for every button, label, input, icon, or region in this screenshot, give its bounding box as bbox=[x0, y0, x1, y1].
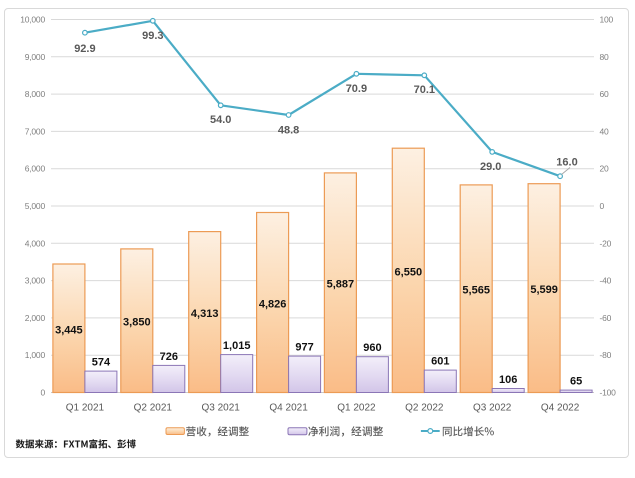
svg-text:70.1: 70.1 bbox=[414, 84, 435, 96]
svg-text:20: 20 bbox=[600, 164, 610, 174]
svg-text:4,313: 4,313 bbox=[191, 308, 219, 320]
svg-text:29.0: 29.0 bbox=[480, 161, 501, 173]
svg-text:Q4 2022: Q4 2022 bbox=[541, 403, 580, 414]
svg-text:5,599: 5,599 bbox=[530, 284, 558, 296]
svg-text:Q2 2022: Q2 2022 bbox=[405, 403, 444, 414]
svg-text:65: 65 bbox=[570, 376, 582, 388]
svg-text:8,000: 8,000 bbox=[25, 89, 46, 99]
svg-text:Q2 2021: Q2 2021 bbox=[134, 403, 173, 414]
svg-text:0: 0 bbox=[600, 201, 605, 211]
svg-text:-40: -40 bbox=[600, 276, 612, 286]
svg-text:7,000: 7,000 bbox=[25, 126, 46, 136]
svg-text:9,000: 9,000 bbox=[25, 52, 46, 62]
svg-text:40: 40 bbox=[600, 126, 610, 136]
svg-text:Q1 2022: Q1 2022 bbox=[337, 403, 376, 414]
svg-text:6,000: 6,000 bbox=[25, 164, 46, 174]
svg-text:10,000: 10,000 bbox=[20, 15, 45, 25]
svg-text:-20: -20 bbox=[600, 238, 612, 248]
svg-text:5,887: 5,887 bbox=[327, 279, 355, 291]
svg-text:54.0: 54.0 bbox=[210, 114, 231, 126]
svg-text:99.3: 99.3 bbox=[142, 30, 163, 42]
svg-text:106: 106 bbox=[499, 374, 517, 386]
svg-text:-60: -60 bbox=[600, 313, 612, 323]
svg-text:1,000: 1,000 bbox=[25, 350, 46, 360]
svg-text:80: 80 bbox=[600, 52, 610, 62]
svg-text:726: 726 bbox=[160, 351, 178, 363]
svg-text:92.9: 92.9 bbox=[74, 43, 95, 55]
svg-text:60: 60 bbox=[600, 89, 610, 99]
svg-text:Q3 2022: Q3 2022 bbox=[473, 403, 512, 414]
svg-text:48.8: 48.8 bbox=[278, 125, 299, 137]
svg-text:1,015: 1,015 bbox=[223, 340, 251, 352]
svg-text:16.0: 16.0 bbox=[556, 157, 577, 169]
svg-text:3,000: 3,000 bbox=[25, 276, 46, 286]
svg-text:601: 601 bbox=[431, 356, 449, 368]
svg-text:5,000: 5,000 bbox=[25, 201, 46, 211]
svg-text:3,850: 3,850 bbox=[123, 317, 151, 329]
svg-text:960: 960 bbox=[363, 342, 381, 354]
svg-text:-80: -80 bbox=[600, 350, 612, 360]
svg-text:Q4 2021: Q4 2021 bbox=[269, 403, 308, 414]
svg-text:0: 0 bbox=[40, 388, 45, 398]
svg-text:Q1 2021: Q1 2021 bbox=[66, 403, 105, 414]
svg-text:2,000: 2,000 bbox=[25, 313, 46, 323]
svg-text:574: 574 bbox=[92, 357, 111, 369]
svg-text:4,000: 4,000 bbox=[25, 238, 46, 248]
svg-text:-100: -100 bbox=[600, 388, 617, 398]
svg-text:3,445: 3,445 bbox=[55, 324, 83, 336]
svg-text:70.9: 70.9 bbox=[346, 83, 367, 95]
svg-text:977: 977 bbox=[295, 342, 313, 354]
svg-text:5,565: 5,565 bbox=[462, 285, 490, 297]
svg-text:100: 100 bbox=[600, 15, 614, 25]
svg-text:4,826: 4,826 bbox=[259, 299, 287, 311]
svg-text:Q3 2021: Q3 2021 bbox=[202, 403, 241, 414]
svg-text:6,550: 6,550 bbox=[395, 266, 423, 278]
